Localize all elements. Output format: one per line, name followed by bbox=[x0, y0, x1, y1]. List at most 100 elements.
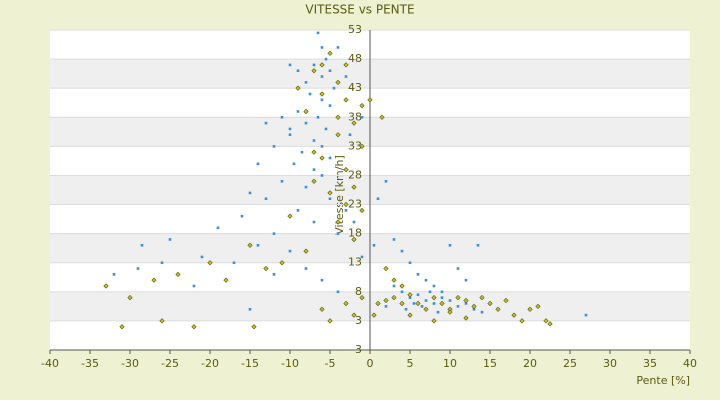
scatter-point bbox=[431, 295, 437, 301]
scatter-point bbox=[379, 114, 385, 120]
scatter-point bbox=[503, 297, 509, 304]
scatter-point bbox=[324, 127, 328, 131]
scatter-point bbox=[547, 321, 553, 327]
scatter-point bbox=[495, 306, 501, 312]
scatter-point bbox=[248, 307, 252, 311]
scatter-point bbox=[320, 145, 324, 148]
scatter-point bbox=[384, 305, 388, 308]
scatter-point bbox=[472, 307, 476, 311]
scatter-point bbox=[487, 300, 493, 307]
scatter-point bbox=[412, 302, 416, 305]
scatter-point bbox=[440, 290, 444, 294]
scatter-point bbox=[343, 300, 349, 307]
scatter-point bbox=[288, 249, 292, 253]
scatter-point bbox=[351, 312, 357, 318]
scatter-point bbox=[391, 277, 397, 283]
scatter-point bbox=[432, 302, 436, 305]
scatter-point bbox=[415, 300, 421, 307]
scatter-point bbox=[216, 226, 220, 230]
scatter-point bbox=[247, 242, 253, 248]
scatter-point bbox=[192, 284, 196, 288]
scatter-point bbox=[343, 97, 349, 103]
scatter-point bbox=[327, 50, 333, 56]
scatter-point bbox=[319, 91, 325, 97]
scatter-point bbox=[328, 104, 332, 107]
scatter-point bbox=[288, 133, 292, 137]
scatter-point bbox=[304, 81, 308, 84]
scatter-point bbox=[336, 232, 340, 235]
scatter-point bbox=[431, 318, 437, 324]
scatter-point bbox=[399, 283, 405, 289]
x-tick-label: 35 bbox=[643, 357, 657, 370]
scatter-point bbox=[456, 267, 460, 270]
scatter-point bbox=[248, 191, 252, 195]
scatter-point bbox=[464, 278, 468, 282]
x-tick-label: 30 bbox=[603, 357, 617, 370]
y-tick-label: 8 bbox=[355, 285, 362, 298]
x-tick-label: -30 bbox=[121, 357, 139, 370]
scatter-point bbox=[423, 306, 429, 312]
scatter-point bbox=[175, 271, 181, 277]
scatter-point bbox=[543, 318, 549, 324]
scatter-point bbox=[376, 197, 380, 201]
scatter-point bbox=[319, 62, 325, 68]
scatter-point bbox=[351, 120, 357, 126]
y-tick-label: 43 bbox=[348, 81, 362, 94]
scatter-point bbox=[256, 243, 260, 247]
scatter-point bbox=[151, 277, 157, 283]
x-tick-label: 15 bbox=[483, 357, 497, 370]
scatter-point bbox=[400, 249, 404, 253]
y-tick-label: 33 bbox=[348, 139, 362, 152]
scatter-point bbox=[311, 149, 317, 155]
scatter-point bbox=[320, 75, 324, 78]
scatter-point bbox=[404, 307, 408, 311]
scatter-point bbox=[372, 243, 376, 247]
scatter-point bbox=[140, 243, 144, 247]
scatter-point bbox=[416, 273, 420, 276]
x-tick-label: -25 bbox=[161, 357, 179, 370]
scatter-point bbox=[320, 98, 324, 102]
scatter-point bbox=[448, 243, 452, 247]
scatter-point bbox=[240, 214, 244, 218]
scatter-point bbox=[304, 185, 308, 189]
x-tick-label: 40 bbox=[683, 357, 697, 370]
scatter-point bbox=[332, 86, 336, 90]
scatter-point bbox=[159, 318, 165, 324]
x-tick-label: -15 bbox=[241, 357, 259, 370]
scatter-point bbox=[392, 284, 396, 288]
scatter-point bbox=[335, 79, 341, 85]
scatter-point bbox=[408, 261, 412, 265]
scatter-point bbox=[311, 178, 317, 184]
scatter-point bbox=[440, 296, 444, 299]
y-tick-label: 3 bbox=[355, 314, 362, 327]
scatter-point bbox=[200, 255, 204, 259]
scatter-point bbox=[436, 310, 440, 314]
scatter-point bbox=[360, 115, 364, 119]
scatter-point bbox=[300, 150, 304, 154]
scatter-point bbox=[272, 232, 276, 235]
scatter-point bbox=[264, 121, 268, 125]
scatter-point bbox=[316, 31, 320, 35]
scatter-point bbox=[343, 167, 349, 173]
scatter-point bbox=[324, 57, 328, 61]
scatter-point bbox=[360, 255, 364, 259]
scatter-point bbox=[312, 139, 316, 142]
scatter-point bbox=[288, 63, 292, 67]
scatter-point bbox=[127, 295, 133, 301]
scatter-point bbox=[191, 324, 197, 330]
scatter-point bbox=[319, 155, 325, 161]
x-tick-label: 5 bbox=[407, 357, 414, 370]
scatter-point bbox=[160, 261, 164, 265]
y-tick-label: 38 bbox=[348, 110, 362, 123]
scatter-point bbox=[464, 302, 468, 305]
scatter-point bbox=[447, 309, 453, 315]
x-tick-label: 0 bbox=[367, 357, 374, 370]
scatter-point bbox=[351, 184, 357, 190]
y-tick-label: 28 bbox=[348, 168, 362, 181]
scatter-point bbox=[312, 220, 316, 224]
scatter-point bbox=[455, 295, 461, 301]
scatter-point bbox=[511, 312, 517, 318]
scatter-point bbox=[272, 273, 276, 276]
scatter-point bbox=[400, 290, 404, 294]
scatter-point bbox=[359, 143, 365, 149]
